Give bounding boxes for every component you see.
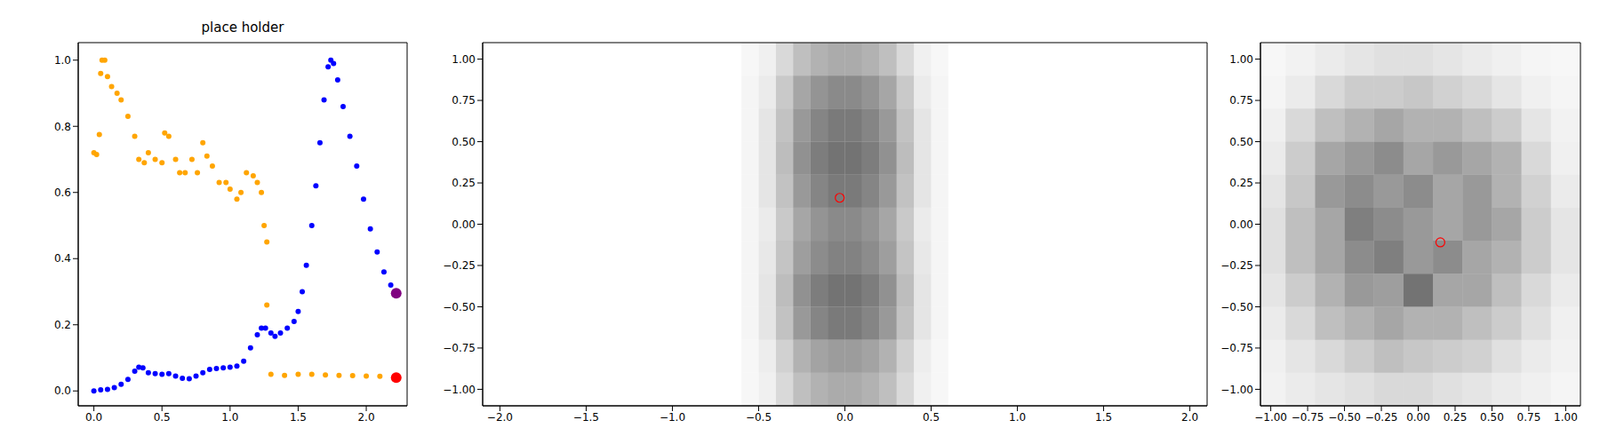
svg-text:−0.75: −0.75 bbox=[442, 342, 476, 355]
svg-text:1.5: 1.5 bbox=[289, 411, 307, 424]
svg-text:−0.50: −0.50 bbox=[1220, 301, 1254, 314]
svg-text:−1.00: −1.00 bbox=[1254, 411, 1288, 424]
svg-text:0.75: 0.75 bbox=[451, 94, 476, 107]
svg-text:0.00: 0.00 bbox=[1229, 218, 1254, 232]
svg-text:1.00: 1.00 bbox=[1229, 53, 1254, 66]
svg-text:0.25: 0.25 bbox=[1229, 176, 1254, 190]
svg-text:0.50: 0.50 bbox=[451, 136, 476, 149]
svg-text:1.00: 1.00 bbox=[1553, 411, 1578, 424]
svg-text:0.6: 0.6 bbox=[54, 186, 72, 200]
svg-text:1.0: 1.0 bbox=[221, 411, 239, 424]
svg-text:−0.25: −0.25 bbox=[1365, 411, 1399, 424]
svg-text:1.0: 1.0 bbox=[1008, 411, 1026, 424]
svg-text:0.50: 0.50 bbox=[1229, 136, 1254, 149]
svg-text:1.0: 1.0 bbox=[54, 54, 72, 67]
svg-text:0.0: 0.0 bbox=[85, 411, 103, 424]
svg-text:0.5: 0.5 bbox=[922, 411, 940, 424]
svg-text:−1.00: −1.00 bbox=[1220, 384, 1254, 397]
svg-text:−0.25: −0.25 bbox=[1220, 259, 1254, 272]
svg-text:1.00: 1.00 bbox=[451, 53, 476, 66]
svg-text:−0.50: −0.50 bbox=[1328, 411, 1361, 424]
svg-text:0.50: 0.50 bbox=[1480, 411, 1504, 424]
svg-text:2.0: 2.0 bbox=[357, 411, 375, 424]
svg-text:0.00: 0.00 bbox=[1406, 411, 1431, 424]
svg-text:−1.00: −1.00 bbox=[442, 384, 476, 397]
svg-text:0.5: 0.5 bbox=[153, 411, 171, 424]
svg-text:2.0: 2.0 bbox=[1181, 411, 1199, 424]
svg-text:−0.75: −0.75 bbox=[1291, 411, 1325, 424]
svg-text:0.00: 0.00 bbox=[451, 218, 476, 232]
svg-text:−1.5: −1.5 bbox=[573, 411, 600, 424]
svg-text:0.25: 0.25 bbox=[1443, 411, 1468, 424]
svg-text:0.75: 0.75 bbox=[1517, 411, 1542, 424]
svg-text:0.4: 0.4 bbox=[54, 252, 72, 265]
svg-text:0.75: 0.75 bbox=[1229, 94, 1254, 107]
svg-text:0.0: 0.0 bbox=[54, 384, 72, 398]
svg-text:0.0: 0.0 bbox=[836, 411, 854, 424]
svg-text:0.8: 0.8 bbox=[54, 120, 72, 134]
svg-text:0.2: 0.2 bbox=[54, 319, 72, 332]
svg-text:−1.0: −1.0 bbox=[659, 411, 686, 424]
svg-text:1.5: 1.5 bbox=[1095, 411, 1112, 424]
svg-text:−0.25: −0.25 bbox=[442, 259, 476, 272]
svg-text:0.25: 0.25 bbox=[451, 176, 476, 190]
svg-text:−2.0: −2.0 bbox=[487, 411, 513, 424]
html-text:place holder: place holder bbox=[201, 19, 284, 36]
svg-text:−0.50: −0.50 bbox=[442, 301, 476, 314]
svg-text:−0.75: −0.75 bbox=[1220, 342, 1254, 355]
svg-text:−0.5: −0.5 bbox=[745, 411, 772, 424]
